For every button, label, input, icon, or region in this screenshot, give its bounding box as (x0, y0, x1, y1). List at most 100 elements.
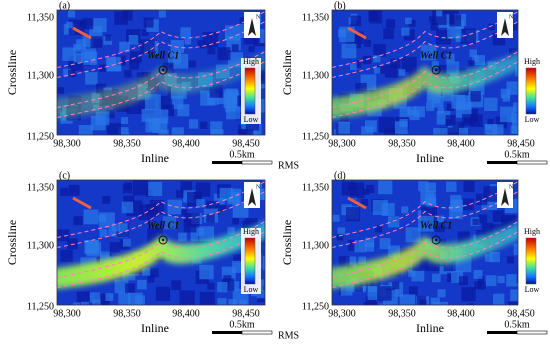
map-patch (188, 60, 196, 68)
map-patch (231, 44, 239, 52)
colorbar-low: Low (244, 115, 259, 124)
map-patch (122, 10, 133, 21)
map-patch (510, 289, 518, 302)
map-patch (362, 55, 372, 65)
x-tick-label: 98,300 (53, 308, 81, 319)
y-tick-label: 11,300 (302, 70, 329, 81)
map-patch (492, 210, 505, 222)
well-marker (158, 65, 168, 75)
map-patch (385, 19, 396, 29)
map-patch (418, 181, 429, 192)
map-patch (455, 102, 472, 118)
map-patch (354, 240, 367, 253)
map-patch (484, 97, 498, 112)
map-patch (57, 87, 65, 94)
map-patch (60, 187, 69, 197)
map-patch (115, 55, 127, 66)
map-patch (111, 223, 121, 232)
map-patch (121, 201, 134, 214)
map-patch (184, 38, 192, 45)
map-patch (425, 102, 435, 112)
map-patch (489, 251, 500, 263)
boundary-line (332, 51, 518, 108)
well-dot (434, 68, 438, 72)
map-patch (420, 44, 437, 61)
y-axis-label: Crossline (280, 50, 294, 95)
map-patch (388, 245, 400, 258)
colorbar-high: High (243, 227, 259, 236)
map-patch (418, 215, 434, 232)
map-patch (145, 204, 159, 217)
well-label: Well C1 (147, 50, 179, 61)
map-patch (233, 254, 242, 263)
scale-bar (516, 160, 548, 165)
map-patch (180, 181, 193, 193)
panel-label: (a) (59, 0, 70, 11)
scale-bar (487, 331, 517, 334)
map-patch (128, 35, 139, 45)
map-patch (171, 127, 184, 135)
boundary-line (332, 21, 518, 78)
map-patch (517, 266, 518, 273)
map-patch (76, 291, 90, 305)
map-patch (390, 58, 401, 69)
map-patch (512, 120, 518, 134)
north-arrow (501, 18, 509, 36)
map-patch (345, 207, 361, 222)
map-patch (432, 273, 441, 283)
north-label: N (256, 184, 261, 190)
map-patch (409, 110, 420, 121)
map-patch (129, 51, 142, 64)
boundary-line (332, 221, 518, 278)
map-patch (458, 127, 469, 135)
map-patch (473, 269, 483, 279)
map-patch (353, 60, 362, 68)
map-patch (188, 119, 199, 129)
map-patch (443, 262, 453, 272)
map-patch (100, 253, 110, 264)
map-patch (363, 39, 372, 47)
x-axis-label: Inline (141, 151, 169, 165)
map-patch (200, 121, 208, 129)
map-patch (474, 55, 485, 66)
map-patch (75, 39, 87, 50)
well-marker (431, 65, 441, 75)
colorbar-low: Low (525, 115, 540, 124)
map-patch (209, 304, 217, 305)
boundary-line (57, 191, 265, 248)
map-patch (178, 232, 187, 242)
y-axis-label: Crossline (280, 220, 294, 265)
map-patch (219, 204, 227, 212)
colorbar-low: Low (525, 285, 540, 294)
boundary-line (332, 61, 518, 118)
map-patch (118, 223, 128, 233)
boundary-line (57, 51, 265, 108)
flow-arrow (72, 196, 92, 210)
map-patch (106, 123, 121, 135)
map-patch (340, 283, 353, 296)
y-tick-label: 11,300 (27, 240, 54, 251)
map-patch (118, 127, 129, 135)
rms-map (332, 10, 518, 135)
scale-label: 0.5km (504, 149, 530, 160)
map-patch (124, 70, 132, 78)
map-patch (477, 281, 486, 290)
map-frame (56, 179, 266, 306)
map-patch (207, 93, 219, 105)
map-patch (84, 240, 99, 255)
map-patch (483, 186, 500, 202)
map-patch (155, 286, 171, 301)
panel: Well C1N(a)Crossline11,35011,30011,25098… (5, 0, 299, 171)
map-patch (183, 214, 191, 222)
map-patch (83, 209, 99, 225)
y-tick-label: 11,300 (302, 240, 329, 251)
north-arrow (248, 18, 256, 36)
y-axis-label: Crossline (5, 50, 19, 95)
map-patch (66, 21, 73, 29)
map-patch (257, 192, 265, 201)
well-label: Well C1 (420, 50, 452, 61)
map-patch (82, 36, 94, 48)
map-patch (384, 64, 398, 78)
map-patch (105, 56, 121, 72)
x-tick-label: 98,350 (113, 308, 141, 319)
